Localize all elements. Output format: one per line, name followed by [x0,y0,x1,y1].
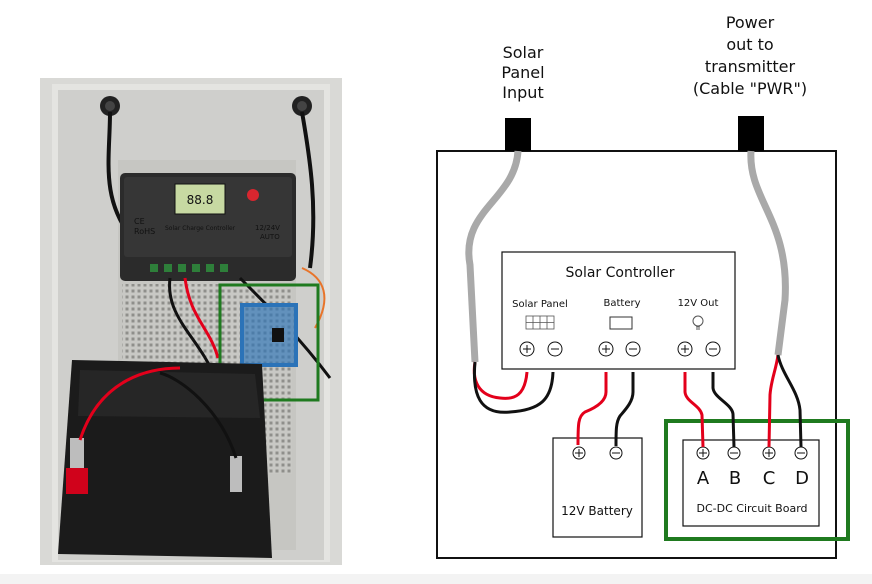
battery-box: 12V Battery [552,437,643,538]
battery-label: 12V Battery [561,504,633,518]
wire-out-black [711,372,736,448]
enclosure-outline [436,150,837,559]
photo-battery-negative [230,456,242,492]
power-out-label: Power out to transmitter (Cable "PWR") [693,13,807,98]
battery-icon [609,316,633,330]
wire-pwr-black [776,354,803,448]
photo-highlight-box [218,283,320,402]
photo-lcd [174,183,226,215]
board-terminal-d [794,446,808,460]
bulb-icon [692,315,704,330]
terminal-out-minus [705,341,721,357]
controller-solar-panel-label: Solar Panel [512,299,568,310]
photo-terminal-row [150,264,228,272]
photo-circuit-board [240,303,298,367]
power-out-line-4: (Cable "PWR") [693,79,807,98]
enclosure-photo: 88.8 CE RoHS Solar Charge Controller 12/… [40,78,342,565]
photo-rohs-mark: RoHS [134,227,155,236]
photo-wire-black-battery [159,371,238,459]
photo-controller-name: Solar Charge Controller [165,225,236,232]
dc-dc-highlight-box [664,419,850,541]
terminal-battery-plus [598,341,614,357]
board-terminal-b [727,446,741,460]
board-label-a: A [697,468,710,489]
photo-wire-red-battery [78,366,181,441]
solar-input-line-3: Input [502,83,543,102]
solar-input-line-1: Solar [503,43,544,62]
solar-panel-icon [525,315,555,330]
photo-cable-power [300,111,316,269]
wire-solar-black [472,361,555,414]
controller-title: Solar Controller [566,265,675,281]
wire-out-red [683,372,705,448]
wire-pwr-red [767,354,780,448]
terminal-solar-plus [519,341,535,357]
power-out-line-3: transmitter [705,57,796,76]
controller-out-label: 12V Out [678,298,719,309]
bottom-strip [0,574,872,584]
cable-gland-left [100,96,120,116]
photo-controller-auto: AUTO [260,233,280,241]
photo-ce-mark: CE [134,217,145,226]
board-label-b: B [729,468,741,489]
gland-solar-input [505,118,531,151]
solar-controller: Solar Controller Solar Panel Battery 12V… [501,251,736,370]
board-label-d: D [795,468,809,489]
photo-wire-red-1 [183,277,220,359]
photo-red-button [247,189,259,201]
controller-battery-label: Battery [603,298,640,309]
controller-terminals [519,341,721,357]
solar-cable [465,150,522,363]
board-terminal-c [762,446,776,460]
terminal-out-plus [677,341,693,357]
gland-power-out [738,116,764,151]
solar-input-label: Solar Panel Input [501,43,544,102]
battery-terminal-plus [572,446,586,460]
cable-gland-right [292,96,312,116]
photo-lcd-digits: 88.8 [187,193,214,207]
terminal-battery-minus [625,341,641,357]
wire-battery-red [576,372,608,446]
photo-battery-positive [66,468,88,494]
photo-controller-voltage: 12/24V [255,224,280,232]
solar-input-line-2: Panel [501,63,544,82]
power-out-cable [747,150,789,356]
power-out-line-2: out to [726,35,773,54]
dc-dc-board: A B C D DC-DC Circuit Board [682,439,820,527]
board-terminal-a [696,446,710,460]
battery-terminal-minus [609,446,623,460]
board-label: DC-DC Circuit Board [697,502,808,515]
terminal-solar-minus [547,341,563,357]
photo-charge-controller: 88.8 CE RoHS Solar Charge Controller 12/… [120,173,296,281]
power-out-line-1: Power [726,13,775,32]
board-label-c: C [763,468,776,489]
wire-battery-black [614,372,635,447]
